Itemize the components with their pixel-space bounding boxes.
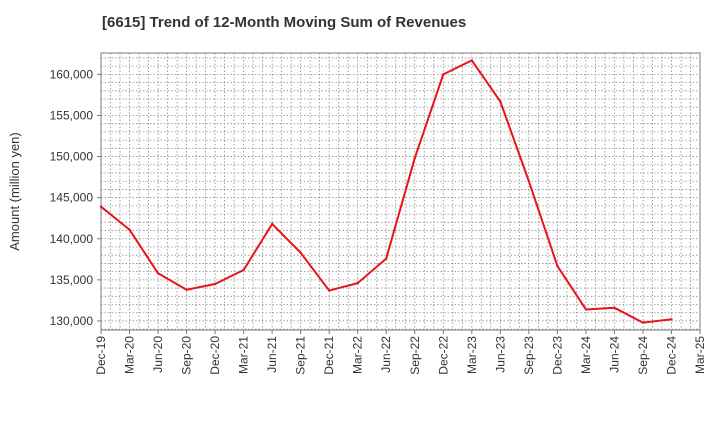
- y-tick-label: 135,000: [50, 273, 94, 287]
- x-tick-label: Jun-24: [607, 336, 621, 373]
- x-tick-label: Dec-24: [664, 336, 678, 375]
- x-tick-label: Mar-22: [351, 336, 365, 374]
- x-tick-label: Sep-22: [408, 336, 422, 375]
- chart-title: [6615] Trend of 12-Month Moving Sum of R…: [102, 14, 467, 31]
- data-point: [470, 59, 474, 62]
- data-point: [442, 73, 445, 76]
- data-point: [385, 257, 388, 260]
- x-tick-label: Jun-21: [265, 336, 279, 373]
- data-point: [670, 318, 673, 321]
- data-point: [185, 288, 188, 291]
- y-tick-label: 150,000: [50, 150, 94, 164]
- y-tick-label: 130,000: [50, 314, 94, 328]
- data-point: [213, 282, 217, 286]
- x-tick-label: Dec-19: [94, 336, 108, 375]
- x-tick-label: Dec-23: [550, 336, 564, 375]
- data-point: [613, 306, 616, 310]
- series-layer: [99, 59, 673, 324]
- y-tick-label: 160,000: [50, 67, 94, 81]
- y-axis-label: Amount (million yen): [7, 132, 22, 251]
- data-point: [584, 308, 588, 311]
- data-point: [641, 321, 645, 324]
- x-tick-label: Jun-22: [379, 336, 393, 373]
- x-tick-label: Mar-20: [123, 336, 137, 374]
- data-point: [413, 157, 416, 160]
- data-point: [556, 264, 559, 268]
- data-point: [128, 228, 131, 231]
- grid: [101, 53, 700, 330]
- data-point: [156, 272, 160, 275]
- data-point: [99, 205, 103, 208]
- x-tick-label: Mar-25: [693, 336, 707, 374]
- x-tick-label: Sep-23: [522, 336, 536, 375]
- x-tick-label: Jun-20: [151, 336, 165, 373]
- y-tick-labels: 130,000 135,000 140,000 145,000 150,000 155,0…: [50, 67, 101, 328]
- y-tick-label: 155,000: [50, 108, 94, 122]
- data-point: [527, 180, 531, 183]
- x-tick-labels: Dec-19 Mar-20 Jun-20 Sep-20 Dec-20 Mar-21 Jun-…: [94, 330, 707, 375]
- y-tick-label: 145,000: [50, 191, 94, 205]
- plot-frame: [100, 52, 701, 331]
- x-tick-label: Sep-21: [294, 336, 308, 375]
- x-tick-label: Mar-21: [237, 336, 251, 374]
- y-tick-label: 140,000: [50, 232, 94, 246]
- x-tick-label: Mar-24: [579, 336, 593, 374]
- data-point: [499, 100, 502, 103]
- data-point: [242, 268, 245, 272]
- data-point: [270, 222, 274, 226]
- x-tick-label: Jun-23: [493, 336, 507, 373]
- data-point: [356, 281, 359, 285]
- x-tick-label: Dec-22: [436, 336, 450, 375]
- x-tick-label: Dec-21: [322, 336, 336, 375]
- x-tick-label: Sep-20: [180, 336, 194, 375]
- x-tick-label: Mar-23: [465, 336, 479, 374]
- data-point: [299, 251, 302, 254]
- data-point: [327, 289, 331, 292]
- x-tick-label: Sep-24: [636, 336, 650, 375]
- x-tick-label: Dec-20: [208, 336, 222, 375]
